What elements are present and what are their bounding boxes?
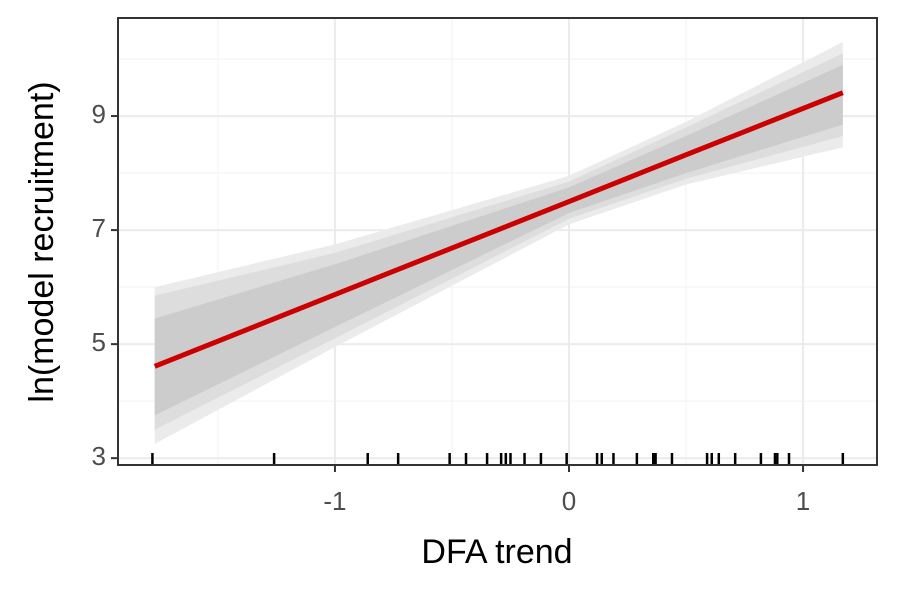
y-tick-label: 7 — [92, 213, 106, 243]
y-tick-label: 3 — [92, 441, 106, 471]
confidence-band — [154, 64, 843, 416]
x-axis-title: DFA trend — [421, 533, 572, 571]
x-tick-label: -1 — [323, 486, 346, 516]
x-tick-label: 1 — [796, 486, 810, 516]
trend-line — [153, 90, 844, 369]
y-axis-title: ln(model recruitment) — [23, 81, 61, 402]
x-tick-label: 0 — [562, 486, 576, 516]
y-tick-label: 9 — [92, 99, 106, 129]
y-tick-label: 5 — [92, 327, 106, 357]
panel-border — [117, 17, 878, 466]
